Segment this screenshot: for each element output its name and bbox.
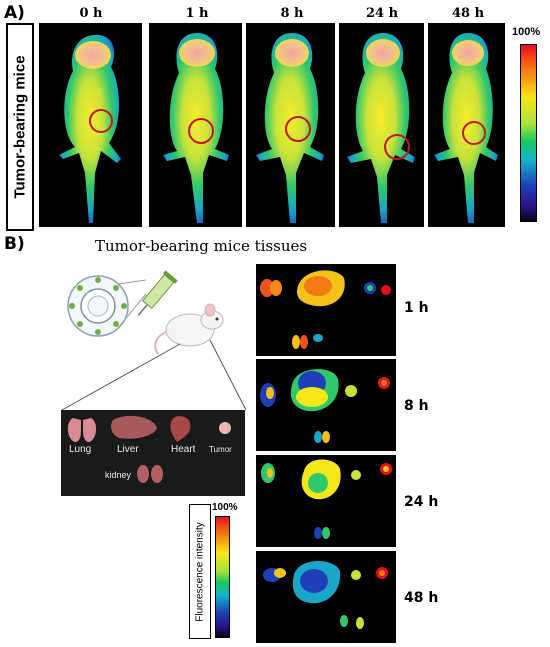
tissue-image-48h: [256, 551, 396, 643]
tumor-circle: [285, 116, 311, 142]
side-label: Tumor-bearing mice: [11, 55, 29, 199]
tissue-time-label-24h: 24 h: [404, 494, 439, 510]
tissue-image-1h: [256, 264, 396, 356]
tissue-time-label-8h: 8 h: [404, 398, 429, 414]
scale-max-label-b: 100%: [212, 502, 238, 513]
scale-label-box: Fluorescence intensity: [189, 504, 211, 639]
panel-b-label: B): [4, 234, 25, 254]
tumor-circle: [384, 134, 410, 160]
organ-label-kidney: kidney: [105, 470, 132, 480]
scale-label: Fluorescence intensity: [194, 521, 206, 622]
timepoint-label-24h: 24 h: [365, 6, 399, 21]
color-scale-bar-a: [520, 44, 537, 222]
scale-max-label-a: 100%: [512, 26, 541, 38]
tumor-circle: [89, 109, 113, 133]
mouse-image-48h: [428, 23, 505, 227]
organ-label-heart: Heart: [171, 444, 196, 455]
organ-label-tumor: Tumor: [209, 445, 232, 454]
panel-a-label: A): [4, 3, 25, 23]
injection-illustration: [61, 270, 247, 411]
organ-label-liver: Liver: [117, 444, 139, 455]
side-label-box: Tumor-bearing mice: [6, 23, 34, 231]
tissue-time-label-1h: 1 h: [404, 300, 429, 316]
tumor-circle: [462, 121, 486, 145]
tissue-image-24h: [256, 455, 396, 547]
mouse-image-0h: [39, 23, 142, 227]
tissue-image-8h: [256, 359, 396, 451]
timepoint-label-1h: 1 h: [185, 6, 209, 21]
timepoint-label-8h: 8 h: [280, 6, 304, 21]
timepoint-label-0h: 0 h: [79, 6, 103, 21]
tumor-circle: [188, 118, 214, 144]
tissue-time-label-48h: 48 h: [404, 590, 439, 606]
color-scale-bar-b: [215, 516, 230, 638]
mouse-image-1h: [149, 23, 242, 227]
organ-legend-box: Lung Liver Heart Tumor kidney: [61, 410, 245, 496]
timepoint-label-48h: 48 h: [451, 6, 485, 21]
organ-label-lung: Lung: [69, 444, 92, 455]
mouse-image-8h: [246, 23, 335, 227]
mouse-image-24h: [339, 23, 424, 227]
panel-b-title: Tumor-bearing mice tissues: [95, 237, 308, 255]
